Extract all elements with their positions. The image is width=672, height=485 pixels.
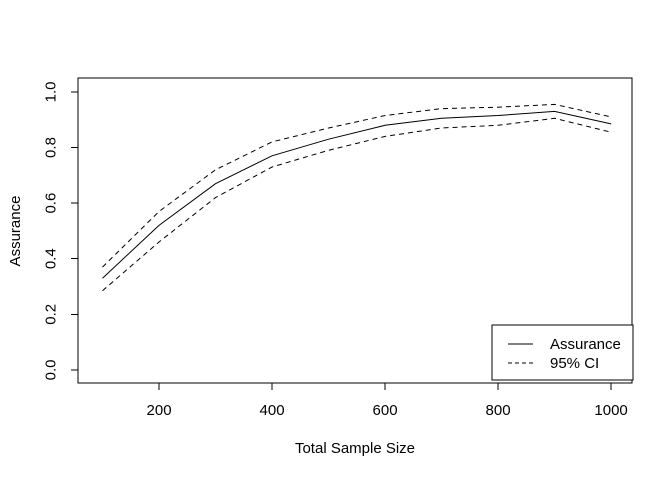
x-axis-tick-label: 800	[486, 402, 511, 419]
y-axis-label: Assurance	[7, 196, 24, 267]
y-axis-tick-label: 0.6	[43, 193, 60, 214]
data-series-group	[102, 103, 612, 292]
ci-lower-line	[102, 117, 612, 292]
ci-upper-line	[102, 103, 612, 268]
assurance-line	[102, 110, 612, 279]
x-axis-tick-label: 200	[147, 402, 172, 419]
legend-label-assurance: Assurance	[550, 336, 621, 353]
plot-frame	[77, 77, 633, 384]
legend-box	[491, 324, 634, 381]
x-axis-label: Total Sample Size	[295, 440, 415, 457]
x-axis-tick-label: 600	[373, 402, 398, 419]
y-axis-tick-label: 1.0	[43, 81, 60, 102]
y-axis-tick-label: 0.2	[43, 304, 60, 325]
y-axis-tick-label: 0.4	[43, 248, 60, 269]
y-axis: 0.0 0.2 0.4 0.6 0.8 1.0	[43, 81, 78, 381]
x-axis: 200 400 600 800 1000	[147, 383, 628, 419]
y-axis-tick-label: 0.8	[43, 137, 60, 158]
legend: Assurance 95% CI	[491, 324, 634, 381]
x-axis-tick-label: 400	[260, 402, 285, 419]
y-axis-tick-label: 0.0	[43, 360, 60, 381]
x-axis-tick-label: 1000	[594, 402, 627, 419]
legend-label-ci: 95% CI	[550, 355, 599, 372]
